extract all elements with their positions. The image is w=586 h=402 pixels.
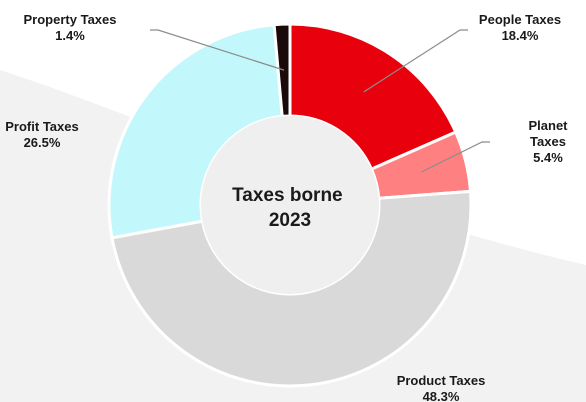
leader-line-people-taxes [363, 29, 468, 93]
leader-line-property-taxes [150, 29, 285, 71]
slice-label-product-taxes: Product Taxes 48.3% [397, 373, 486, 402]
slice-labels: People Taxes 18.4% Planet Taxes 5.4% Product … [5, 12, 568, 402]
slice-label-profit-taxes: Profit Taxes 26.5% [5, 119, 78, 150]
center-label: Taxes borne 2023 [232, 185, 348, 231]
donut-hole [201, 116, 379, 294]
slice-product-taxes [110, 189, 473, 388]
center-label-line-1: Taxes borne [232, 185, 343, 206]
center-label-line-2: 2023 [269, 210, 311, 231]
slice-label-people-taxes: People Taxes 18.4% [479, 12, 561, 43]
slice-label-property-taxes: Property Taxes 1.4% [24, 12, 117, 43]
slice-label-planet-taxes: Planet Taxes 5.4% [528, 118, 568, 165]
leader-lines [150, 29, 490, 173]
slices-layer [107, 22, 473, 388]
leader-line-planet-taxes [420, 141, 490, 173]
